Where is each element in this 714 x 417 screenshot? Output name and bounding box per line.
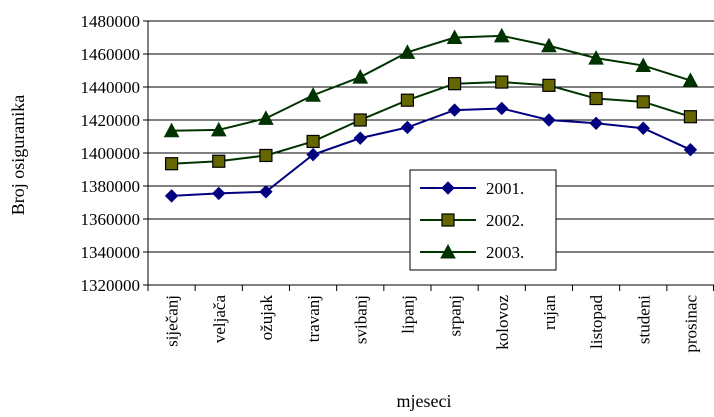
data-point — [493, 27, 510, 43]
data-point — [495, 101, 509, 116]
data-point — [306, 147, 320, 162]
axes — [143, 20, 714, 291]
data-point — [400, 93, 415, 107]
x-axis-title: mjeseci — [397, 391, 452, 411]
y-tick-label: 1460000 — [81, 45, 141, 64]
legend-entry: 2003. — [420, 243, 524, 262]
x-tick-label: svibanj — [351, 295, 370, 344]
data-point — [212, 186, 226, 201]
data-point — [400, 120, 415, 135]
x-tick-label: travanj — [304, 295, 323, 342]
x-tick-label: veljača — [210, 295, 229, 344]
data-point — [164, 157, 179, 171]
data-point — [163, 122, 180, 138]
series-line — [171, 107, 691, 197]
data-point — [588, 50, 604, 65]
data-point — [589, 116, 603, 131]
data-point — [212, 154, 226, 168]
series-group — [163, 27, 699, 203]
data-point — [352, 69, 369, 84]
legend-marker — [441, 181, 455, 195]
series-2003 — [163, 27, 699, 138]
x-tick-label: studeni — [634, 295, 653, 344]
data-point — [635, 57, 652, 73]
series-2001 — [164, 101, 698, 203]
data-point — [446, 29, 463, 44]
y-tick-label: 1380000 — [81, 177, 141, 196]
x-tick-label: kolovoz — [493, 295, 512, 350]
data-point — [447, 77, 462, 91]
legend-entry: 2001. — [420, 179, 524, 198]
data-point — [542, 78, 556, 92]
y-tick-label: 1320000 — [81, 276, 141, 295]
y-tick-label: 1420000 — [81, 111, 141, 130]
y-tick-label: 1400000 — [81, 144, 141, 163]
x-tick-label: listopad — [587, 295, 606, 349]
data-point — [636, 121, 650, 135]
data-point — [210, 121, 227, 137]
data-point — [353, 131, 367, 145]
data-point — [259, 185, 273, 199]
data-point — [353, 113, 367, 127]
data-point — [259, 148, 273, 163]
data-point — [682, 72, 699, 87]
tick-labels: 1320000 1340000 1360000 1380000 1400000 14200… — [81, 12, 701, 353]
legend-marker — [441, 213, 455, 227]
legend-marker — [440, 243, 456, 259]
legend-label: 2002. — [486, 211, 524, 230]
data-point — [542, 113, 556, 127]
data-point — [541, 37, 557, 53]
data-point — [447, 103, 462, 117]
data-point — [683, 110, 698, 124]
data-point — [305, 87, 321, 102]
x-tick-label: lipanj — [398, 295, 417, 334]
series-line — [171, 81, 691, 165]
data-point — [683, 142, 698, 157]
series-line — [171, 34, 691, 132]
x-tick-label: rujan — [540, 295, 559, 330]
y-tick-label: 1360000 — [81, 210, 141, 229]
data-point — [636, 95, 650, 109]
legend: 2001. 2002. 2003. — [409, 169, 557, 271]
legend-label: 2001. — [486, 179, 524, 198]
x-tick-label: siječanj — [163, 295, 182, 347]
legend-entry: 2002. — [420, 211, 524, 230]
x-tick-label: prosinac — [681, 295, 700, 353]
data-point — [258, 110, 274, 125]
data-point — [589, 91, 603, 106]
y-tick-label: 1340000 — [81, 243, 141, 262]
x-tick-label: srpanj — [446, 295, 465, 337]
data-point — [495, 75, 509, 89]
data-point — [399, 44, 416, 59]
legend-label: 2003. — [486, 243, 524, 262]
data-point — [164, 189, 179, 203]
y-tick-label: 1480000 — [81, 12, 141, 31]
data-point — [306, 134, 320, 149]
x-tick-label: ožujak — [257, 295, 276, 341]
series-2002 — [164, 75, 698, 171]
y-tick-label: 1440000 — [81, 78, 141, 97]
y-axis-title: Broj osiguranika — [8, 95, 28, 215]
